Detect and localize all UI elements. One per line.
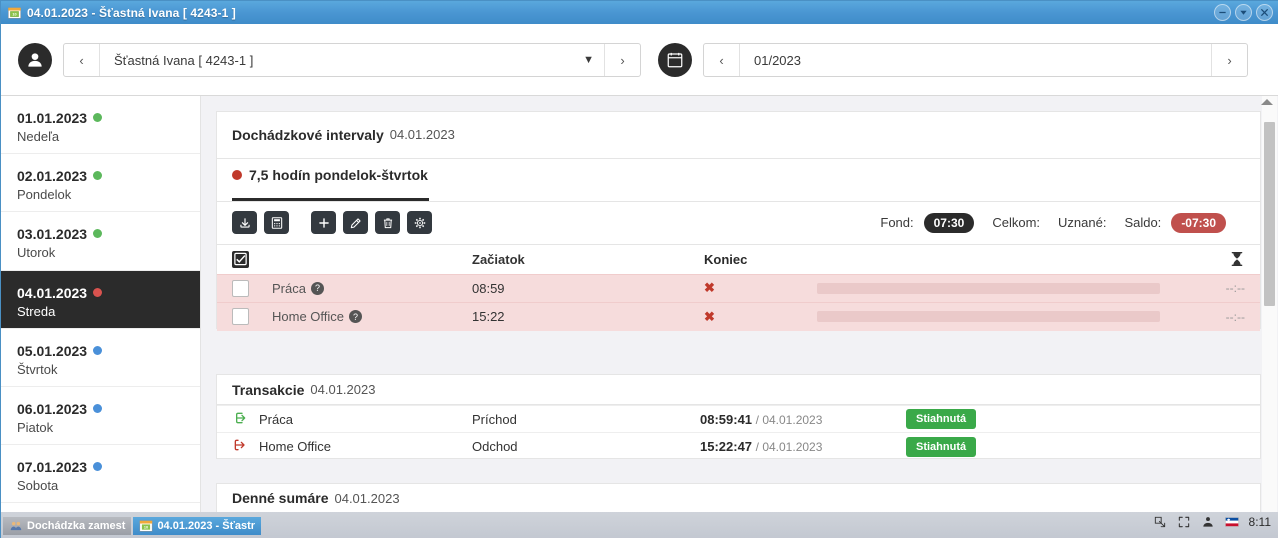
svg-text:10: 10: [12, 12, 16, 16]
svg-text:10: 10: [144, 525, 148, 529]
